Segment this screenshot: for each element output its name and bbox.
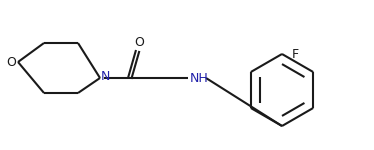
Text: F: F [291, 48, 298, 60]
Text: O: O [6, 56, 16, 69]
Text: N: N [100, 70, 110, 84]
Text: NH: NH [190, 72, 208, 86]
Text: O: O [134, 36, 144, 48]
